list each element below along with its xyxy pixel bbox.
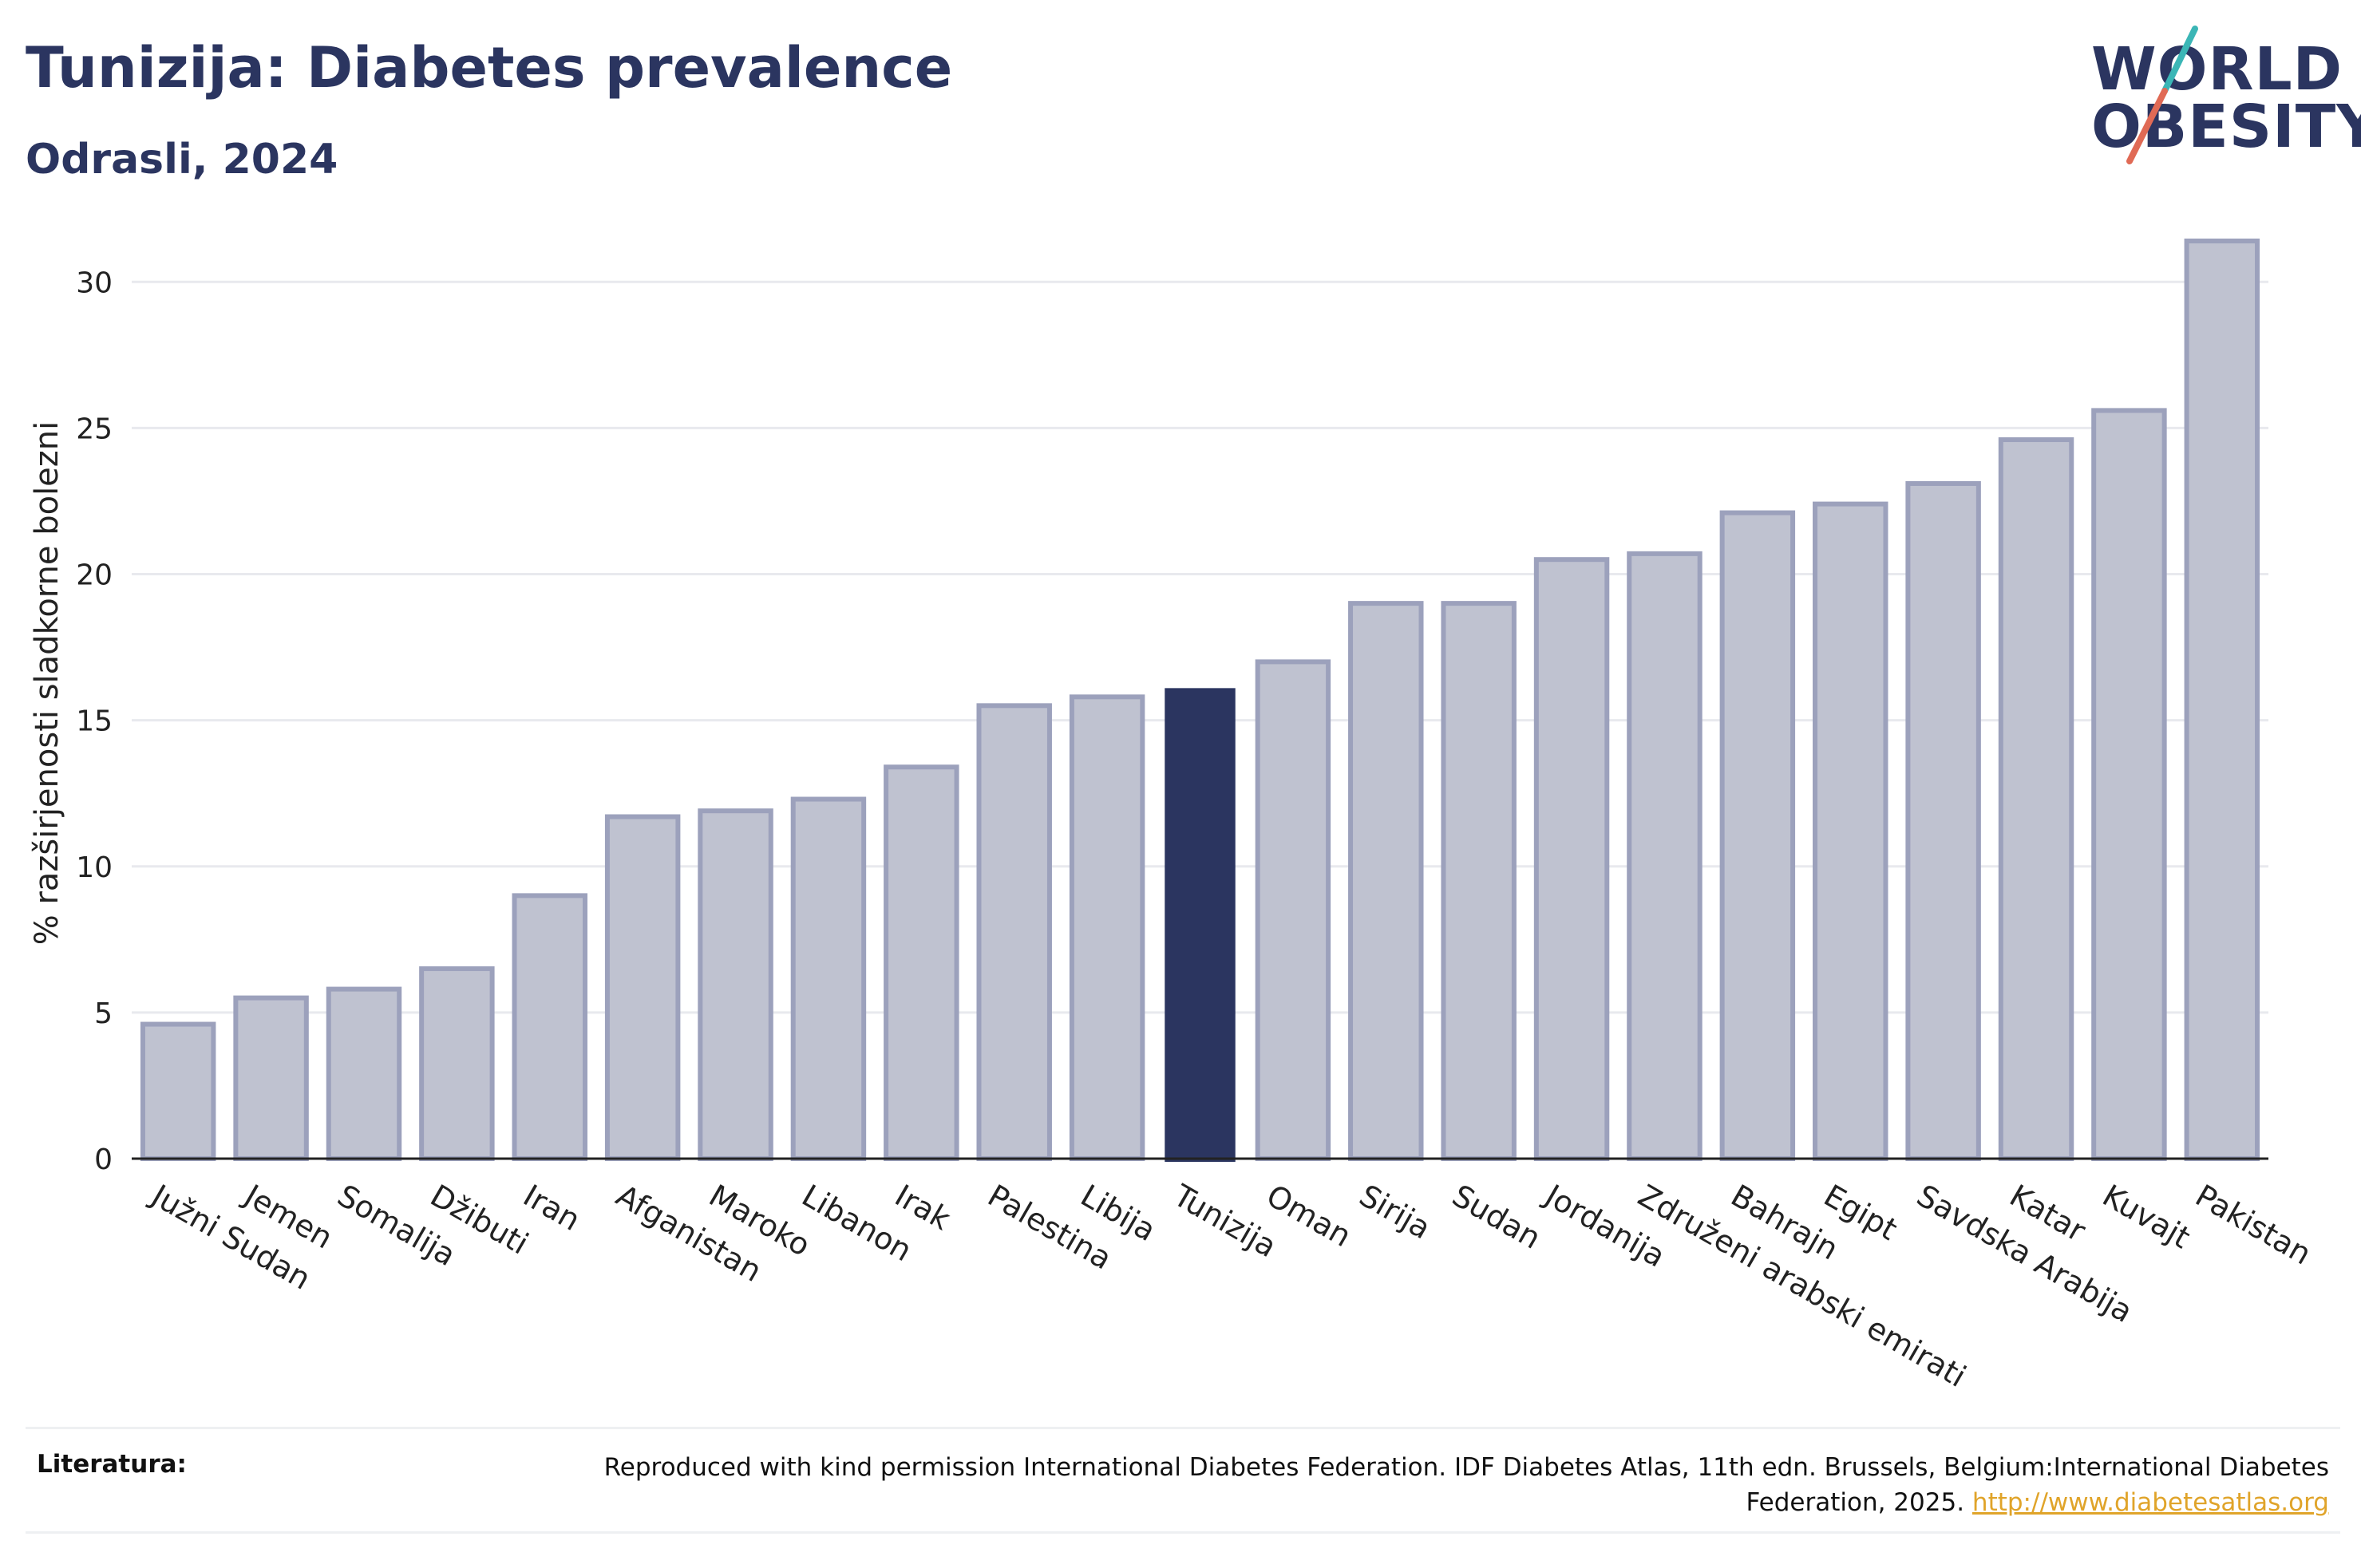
bar bbox=[1441, 601, 1517, 1161]
logo-text-world: WORLD bbox=[2091, 35, 2343, 104]
bar bbox=[884, 764, 959, 1161]
footer: Literatura: Reproduced with kind permiss… bbox=[26, 1427, 2340, 1534]
bar bbox=[233, 995, 309, 1161]
bar bbox=[1348, 601, 1424, 1161]
bar bbox=[976, 703, 1052, 1161]
bar bbox=[1813, 501, 1888, 1161]
bar bbox=[1255, 659, 1331, 1161]
footer-citation: Reproduced with kind permission Internat… bbox=[573, 1450, 2329, 1520]
y-tick-label: 10 bbox=[76, 851, 113, 884]
bar bbox=[2091, 408, 2167, 1161]
x-tick-label: Pakistan bbox=[2189, 1178, 2317, 1272]
y-axis-ticks: 0 5 10 15 20 25 30 bbox=[76, 267, 113, 1176]
logo-slash-icon bbox=[2126, 26, 2198, 164]
bar bbox=[604, 814, 681, 1161]
bar bbox=[2184, 238, 2260, 1162]
bar bbox=[419, 966, 495, 1161]
footer-citation-text: Reproduced with kind permission Internat… bbox=[603, 1453, 2329, 1517]
bar bbox=[512, 893, 587, 1161]
bar bbox=[1627, 551, 1703, 1161]
x-tick-label: Kuvajt bbox=[2097, 1178, 2196, 1255]
bar bbox=[1998, 437, 2074, 1161]
bar bbox=[140, 1021, 216, 1162]
chart-title: Tunizija: Diabetes prevalence bbox=[26, 35, 953, 101]
bar bbox=[1533, 557, 1610, 1161]
x-tick-label: Tunizija bbox=[1167, 1177, 1283, 1264]
y-axis-label: % razširjenosti sladkorne bolezni bbox=[29, 421, 65, 946]
footer-link[interactable]: http://www.diabetesatlas.org bbox=[1971, 1488, 2329, 1517]
y-tick-label: 25 bbox=[76, 413, 113, 445]
y-tick-label: 20 bbox=[76, 559, 113, 592]
y-tick-label: 5 bbox=[94, 997, 113, 1030]
bar bbox=[1719, 510, 1796, 1161]
bar-highlight bbox=[1165, 688, 1236, 1162]
bar bbox=[1905, 480, 1981, 1161]
x-tick-label: Sudan bbox=[1446, 1178, 1547, 1256]
bars bbox=[140, 238, 2260, 1162]
bar bbox=[326, 986, 402, 1161]
chart-subtitle: Odrasli, 2024 bbox=[26, 136, 338, 184]
y-tick-label: 15 bbox=[76, 705, 113, 738]
footer-label: Literatura: bbox=[37, 1450, 187, 1479]
world-obesity-logo: WORLD OBESITY bbox=[2075, 24, 2361, 168]
bar bbox=[1069, 694, 1145, 1161]
y-tick-label: 0 bbox=[94, 1143, 113, 1176]
x-tick-label: Sirija bbox=[1354, 1178, 1437, 1246]
bar-chart: 0 5 10 15 20 25 30 Južni SudanJemenSomalijaDži… bbox=[29, 238, 2317, 1394]
bar bbox=[790, 796, 867, 1161]
y-tick-label: 30 bbox=[76, 267, 113, 299]
bar bbox=[698, 808, 773, 1161]
